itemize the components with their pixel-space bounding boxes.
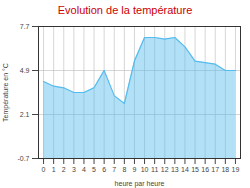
svg-text:heure par heure: heure par heure <box>115 180 165 188</box>
svg-text:5: 5 <box>92 166 96 173</box>
svg-text:2: 2 <box>62 166 66 173</box>
svg-text:3: 3 <box>72 166 76 173</box>
svg-text:16: 16 <box>201 166 209 173</box>
svg-text:-0.7: -0.7 <box>17 155 29 162</box>
svg-text:15: 15 <box>191 166 199 173</box>
svg-text:7.7: 7.7 <box>20 23 30 30</box>
svg-text:0: 0 <box>42 166 46 173</box>
svg-text:11: 11 <box>151 166 158 173</box>
svg-text:2.1: 2.1 <box>20 111 30 118</box>
svg-text:6: 6 <box>102 166 106 173</box>
html-text:Evolution de la température: Evolution de la température <box>57 4 193 16</box>
svg-text:1: 1 <box>52 166 56 173</box>
svg-text:18: 18 <box>221 166 229 173</box>
svg-text:12: 12 <box>161 166 169 173</box>
svg-text:9: 9 <box>132 166 136 173</box>
svg-text:10: 10 <box>141 166 149 173</box>
svg-text:7: 7 <box>112 166 116 173</box>
svg-text:4: 4 <box>82 166 86 173</box>
svg-text:19: 19 <box>232 166 240 173</box>
svg-text:Température en °C: Température en °C <box>2 63 10 122</box>
svg-text:13: 13 <box>171 166 179 173</box>
svg-text:8: 8 <box>122 166 126 173</box>
svg-text:14: 14 <box>181 166 189 173</box>
svg-text:4.9: 4.9 <box>20 67 30 74</box>
svg-text:17: 17 <box>211 166 219 173</box>
